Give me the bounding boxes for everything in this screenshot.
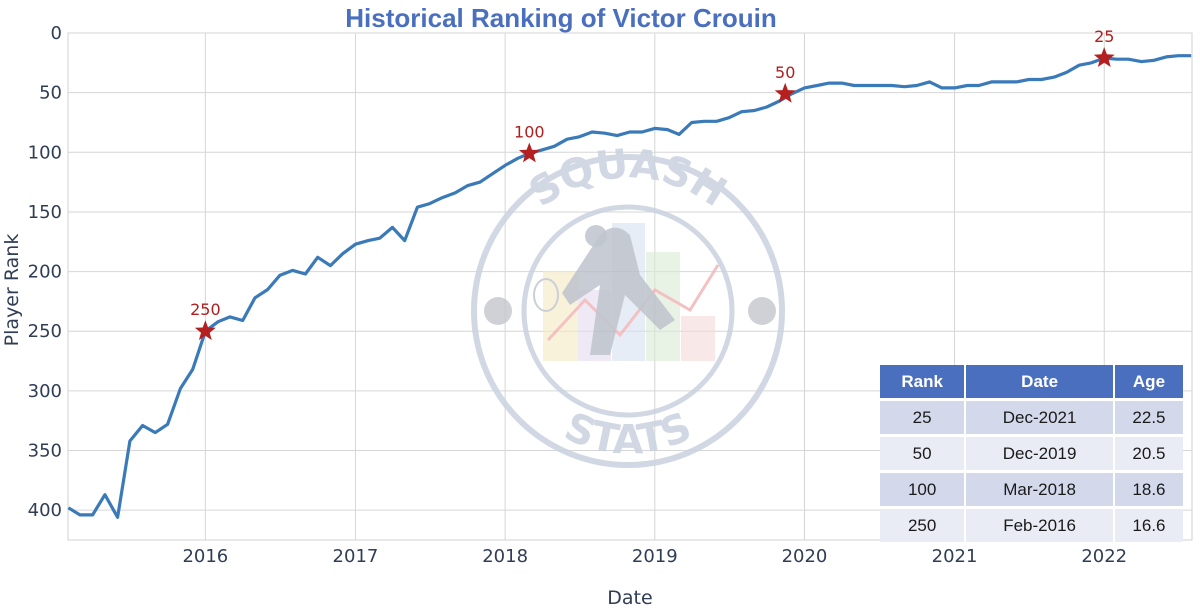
cell-rank: 50 bbox=[880, 434, 967, 472]
cell-date: Mar-2018 bbox=[965, 470, 1115, 508]
y-axis-label: Player Rank bbox=[1, 234, 23, 347]
y-tick-label: 400 bbox=[28, 500, 62, 521]
cell-age: 22.5 bbox=[1113, 398, 1183, 436]
milestone-table: Rank Date Age 25 Dec-2021 22.5 50 Dec-20… bbox=[880, 365, 1183, 542]
x-tick-label: 2022 bbox=[1081, 546, 1127, 567]
cell-rank: 25 bbox=[880, 398, 967, 436]
x-tick-label: 2020 bbox=[782, 546, 828, 567]
table-header-row: Rank Date Age bbox=[880, 365, 1183, 400]
y-tick-label: 100 bbox=[28, 142, 62, 163]
table-row: 100 Mar-2018 18.6 bbox=[880, 470, 1183, 508]
milestone-label: 25 bbox=[1094, 27, 1114, 46]
cell-age: 20.5 bbox=[1113, 434, 1183, 472]
milestone-markers: 250 100 50 25 bbox=[190, 27, 1115, 341]
y-tick-label: 350 bbox=[28, 441, 62, 462]
x-tick-label: 2019 bbox=[632, 546, 678, 567]
cell-rank: 100 bbox=[880, 470, 967, 508]
x-tick-label: 2018 bbox=[482, 546, 528, 567]
milestone-star bbox=[774, 82, 796, 103]
x-tick-label: 2016 bbox=[182, 546, 228, 567]
milestone-star bbox=[194, 320, 216, 341]
x-tick-label: 2017 bbox=[333, 546, 379, 567]
cell-date: Dec-2021 bbox=[965, 398, 1115, 436]
y-tick-label: 300 bbox=[28, 381, 62, 402]
y-tick-label: 200 bbox=[28, 262, 62, 283]
squash-stats-watermark: SQUASH STATS bbox=[471, 141, 785, 468]
x-axis-label: Date bbox=[607, 587, 652, 609]
milestone-table-container: Rank Date Age 25 Dec-2021 22.5 50 Dec-20… bbox=[880, 365, 1183, 542]
cell-rank: 250 bbox=[880, 506, 967, 542]
cell-age: 18.6 bbox=[1113, 470, 1183, 508]
rank-series-line bbox=[67, 54, 1192, 519]
cell-date: Dec-2019 bbox=[965, 434, 1115, 472]
table-row: 250 Feb-2016 16.6 bbox=[880, 506, 1183, 542]
y-tick-label: 250 bbox=[28, 321, 62, 342]
y-tick-label: 50 bbox=[39, 83, 62, 104]
table-row: 25 Dec-2021 22.5 bbox=[880, 398, 1183, 436]
header-date: Date bbox=[965, 365, 1115, 400]
cell-age: 16.6 bbox=[1113, 506, 1183, 542]
milestone-star bbox=[1093, 47, 1115, 67]
cell-date: Feb-2016 bbox=[965, 506, 1115, 542]
milestone-star bbox=[518, 142, 540, 163]
milestone-label: 50 bbox=[775, 63, 795, 82]
header-age: Age bbox=[1113, 365, 1183, 400]
y-axis-ticks: 0 50 100 150 200 250 300 350 400 bbox=[28, 23, 62, 521]
milestone-label: 250 bbox=[190, 300, 221, 319]
chart-title: Historical Ranking of Victor Crouin bbox=[345, 3, 776, 33]
header-rank: Rank bbox=[880, 365, 967, 400]
milestone-label: 100 bbox=[514, 122, 545, 141]
table-row: 50 Dec-2019 20.5 bbox=[880, 434, 1183, 472]
x-tick-label: 2021 bbox=[932, 546, 978, 567]
y-tick-label: 150 bbox=[28, 202, 62, 223]
y-tick-label: 0 bbox=[51, 23, 62, 44]
series-layer bbox=[67, 54, 1192, 519]
x-axis-ticks: 2016 2017 2018 2019 2020 2021 2022 bbox=[182, 546, 1127, 567]
